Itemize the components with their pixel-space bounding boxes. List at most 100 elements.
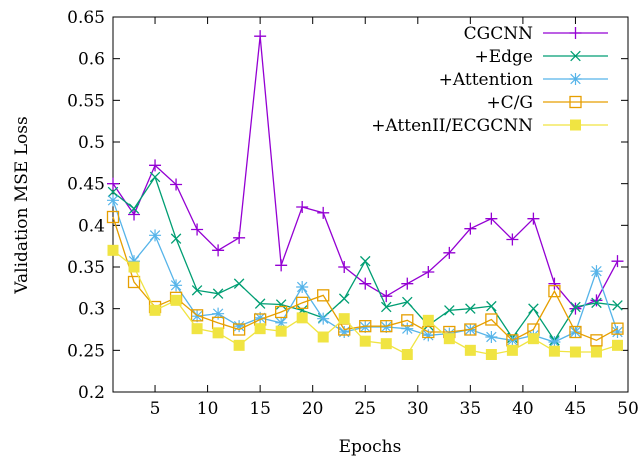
data-point [590, 334, 603, 347]
data-point [380, 290, 393, 303]
data-point [149, 229, 162, 242]
data-point [485, 313, 498, 326]
y-tick-label: 0.25 [67, 341, 105, 361]
data-point [296, 312, 308, 324]
data-point [611, 322, 624, 335]
y-tick-label: 0.5 [78, 133, 105, 153]
data-point [590, 346, 602, 358]
y-tick-label: 0.6 [78, 50, 105, 70]
data-point [149, 159, 162, 172]
data-point [296, 201, 309, 213]
x-tick-label: 40 [512, 399, 534, 419]
data-point [485, 331, 498, 343]
legend-marker [569, 95, 582, 109]
data-point [422, 266, 435, 278]
data-point [275, 305, 288, 319]
legend-marker [569, 27, 582, 39]
data-point [233, 320, 246, 333]
data-point [401, 277, 414, 290]
data-point [380, 320, 393, 333]
data-point [212, 327, 224, 339]
data-point [191, 323, 203, 335]
data-point [569, 346, 581, 358]
y-tick-label: 0.45 [67, 175, 105, 195]
data-point [232, 323, 246, 336]
x-tick-label: 15 [249, 399, 271, 419]
data-point [170, 178, 183, 191]
data-point [422, 329, 435, 342]
x-tick-label: 25 [354, 399, 376, 419]
data-point [548, 336, 561, 348]
data-point [317, 206, 330, 219]
data-point [296, 296, 309, 309]
series-layer [106, 30, 624, 360]
data-point [380, 338, 392, 350]
data-point [611, 339, 623, 351]
data-point [380, 321, 393, 333]
legend-marker [570, 50, 581, 62]
legend-label: +Attention [439, 70, 533, 90]
data-point [381, 301, 392, 313]
data-point [128, 203, 140, 214]
legend-label: +C/G [486, 93, 533, 113]
data-point [359, 320, 372, 333]
y-tick-label: 0.65 [67, 8, 105, 28]
legend-label: CGCNN [464, 24, 533, 44]
data-point [275, 299, 287, 310]
data-point [486, 300, 497, 312]
data-point [569, 325, 582, 339]
data-point [402, 296, 413, 308]
data-point [548, 277, 561, 290]
series--edge [107, 171, 623, 346]
data-point [212, 244, 225, 257]
data-point [128, 255, 141, 268]
data-point [401, 349, 413, 360]
y-tick-label: 0.55 [67, 91, 105, 111]
data-point [191, 285, 203, 296]
data-point [254, 323, 266, 335]
data-point [485, 212, 498, 225]
y-tick-label: 0.3 [78, 300, 105, 320]
x-tick-label: 30 [407, 399, 429, 419]
data-point [128, 208, 141, 221]
series--attention [107, 194, 624, 348]
data-point [191, 310, 204, 323]
data-point [170, 279, 183, 292]
data-point [443, 246, 456, 259]
data-point [465, 303, 476, 314]
data-point [338, 261, 351, 273]
data-point [611, 326, 624, 338]
data-point [338, 326, 351, 338]
data-point [254, 30, 267, 43]
series-line [112, 175, 618, 342]
data-point [611, 255, 624, 268]
data-point [401, 322, 414, 335]
data-point [359, 321, 372, 333]
data-point [506, 344, 518, 356]
data-point [569, 302, 582, 315]
data-point [359, 255, 371, 267]
x-tick-label: 5 [150, 399, 161, 419]
data-point [212, 307, 225, 320]
data-point [275, 325, 287, 337]
data-point [464, 344, 476, 356]
legend-marker [569, 73, 582, 85]
data-point [548, 285, 561, 298]
data-point [107, 186, 119, 198]
data-point [106, 210, 120, 224]
x-tick-label: 10 [197, 399, 219, 419]
data-point [506, 233, 519, 246]
x-axis-title: Epochs [339, 437, 402, 457]
data-point [296, 281, 309, 293]
data-point [422, 314, 434, 326]
data-point [317, 289, 330, 302]
data-point [359, 335, 371, 347]
data-point [254, 311, 267, 324]
series-line [112, 216, 618, 342]
data-point [191, 223, 204, 236]
legend-marker [570, 119, 581, 131]
data-point [275, 259, 288, 272]
data-point [401, 314, 414, 327]
y-tick-label: 0.35 [67, 258, 105, 278]
